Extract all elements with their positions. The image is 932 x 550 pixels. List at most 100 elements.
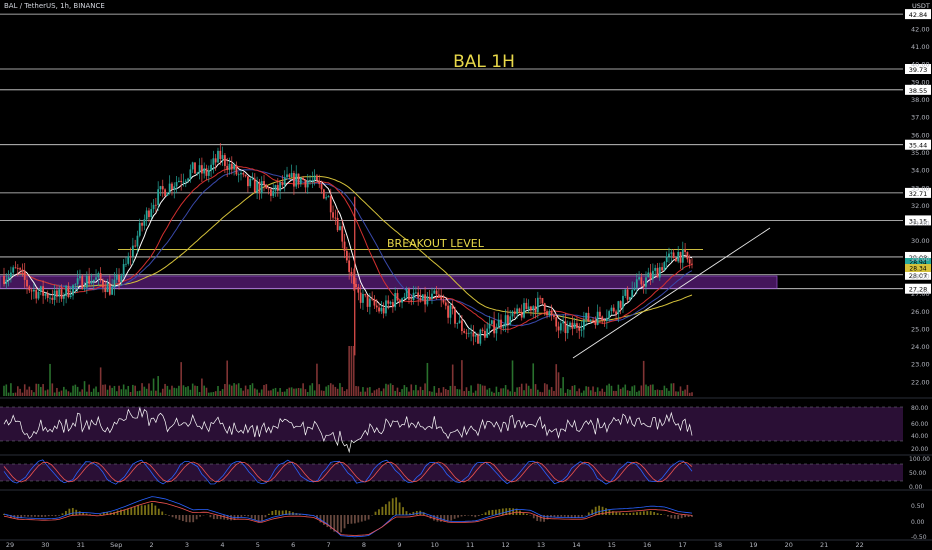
volume-bar <box>325 386 327 396</box>
volume-bar <box>104 384 107 396</box>
time-tick: 3 <box>185 541 189 549</box>
macd-histogram-bar <box>632 512 635 515</box>
candle-body <box>385 300 387 314</box>
volume-bar <box>260 389 263 396</box>
macd-histogram-bar <box>405 511 408 515</box>
macd-histogram-bar <box>140 505 143 515</box>
macd-histogram-bar <box>477 515 480 517</box>
volume-bar <box>672 383 675 396</box>
candle-body <box>81 276 84 290</box>
macd-histogram-bar <box>691 515 693 517</box>
candle-body <box>472 332 475 337</box>
macd-histogram-bar <box>285 510 287 515</box>
volume-bar <box>449 385 452 396</box>
volume-bar <box>7 392 10 396</box>
candle-body <box>622 295 624 308</box>
volume-bar <box>251 383 254 396</box>
macd-histogram-bar <box>402 507 404 515</box>
current-price-label-0: 28.94 <box>909 260 926 267</box>
candle-body <box>334 217 337 219</box>
volume-bar <box>288 387 291 396</box>
candle-body <box>401 298 403 303</box>
candle-body <box>97 273 100 278</box>
volume-bar <box>525 383 528 396</box>
time-tick: 11 <box>466 541 474 549</box>
macd-histogram-bar <box>326 515 329 528</box>
volume-bar <box>244 385 247 396</box>
volume-bar <box>189 389 192 396</box>
level-label-7: 28.07 <box>909 272 928 280</box>
volume-bar <box>658 390 661 396</box>
macd-histogram-bar <box>391 498 394 515</box>
volume-bar <box>608 383 610 396</box>
time-tick: 14 <box>572 541 580 549</box>
candle-body <box>387 300 390 304</box>
candle-body <box>444 302 447 306</box>
candle-body <box>654 267 657 271</box>
candle-body <box>134 245 137 247</box>
volume-bar <box>371 392 373 396</box>
macd-histogram-bar <box>525 513 528 515</box>
candle-body <box>592 319 594 321</box>
volume-bar <box>366 387 369 396</box>
volume-bar <box>631 386 633 396</box>
volume-bar <box>670 383 673 396</box>
candle-body <box>244 174 247 177</box>
macd-histogram-bar <box>433 515 435 521</box>
macd-histogram-bar <box>61 513 64 515</box>
candle-body <box>541 297 544 304</box>
volume-bar <box>95 386 97 396</box>
volume-bar <box>426 362 429 396</box>
candle-body <box>295 173 298 187</box>
volume-bars <box>3 346 693 396</box>
volume-bar <box>516 387 518 396</box>
volume-bar <box>465 387 468 396</box>
rsi-tick: 20.00 <box>911 446 928 453</box>
candle-body <box>463 331 466 333</box>
macd-histogram-bar <box>412 511 415 515</box>
volume-bar <box>405 387 408 396</box>
macd-histogram-bar <box>618 512 621 515</box>
candle-body <box>394 293 397 308</box>
candle-body <box>571 322 574 329</box>
macd-histogram-bar <box>120 509 122 515</box>
candle-body <box>306 181 309 188</box>
candle-body <box>684 249 686 253</box>
volume-bar <box>624 384 627 396</box>
volume-bar <box>120 389 123 396</box>
macd-histogram-bar <box>34 515 36 517</box>
candle-body <box>626 289 629 300</box>
time-tick: 29 <box>6 541 14 549</box>
candle-body <box>313 175 316 181</box>
volume-bar <box>237 383 240 396</box>
volume-bar <box>141 383 143 396</box>
candle-body <box>419 297 422 301</box>
macd-pane: 0.50 0.00 -0.50 <box>3 496 927 541</box>
macd-histogram-bar <box>636 512 638 515</box>
candle-body <box>212 158 215 165</box>
macd-histogram-bar <box>350 515 353 524</box>
volume-bar <box>152 378 155 396</box>
volume-bar <box>272 388 275 396</box>
macd-histogram-bar <box>336 515 339 533</box>
volume-bar <box>212 391 215 396</box>
candle-body <box>495 328 498 334</box>
volume-bar <box>109 385 111 396</box>
volume-bar <box>532 363 535 396</box>
candle-body <box>437 294 440 298</box>
macd-histogram-bar <box>68 508 71 515</box>
candle-body <box>645 277 647 287</box>
volume-bar <box>619 388 622 396</box>
level-label-6: 29.08 <box>909 254 928 262</box>
price-tick: 30.00 <box>911 237 930 245</box>
macd-histogram-bar <box>188 515 191 523</box>
macd-histogram-bar <box>536 515 539 521</box>
volume-bar <box>530 388 532 396</box>
volume-bar <box>359 391 362 396</box>
volume-bar <box>14 392 17 396</box>
candle-body <box>589 319 592 322</box>
candle-body <box>442 299 445 303</box>
candle-body <box>562 321 565 324</box>
candle-body <box>115 274 118 280</box>
